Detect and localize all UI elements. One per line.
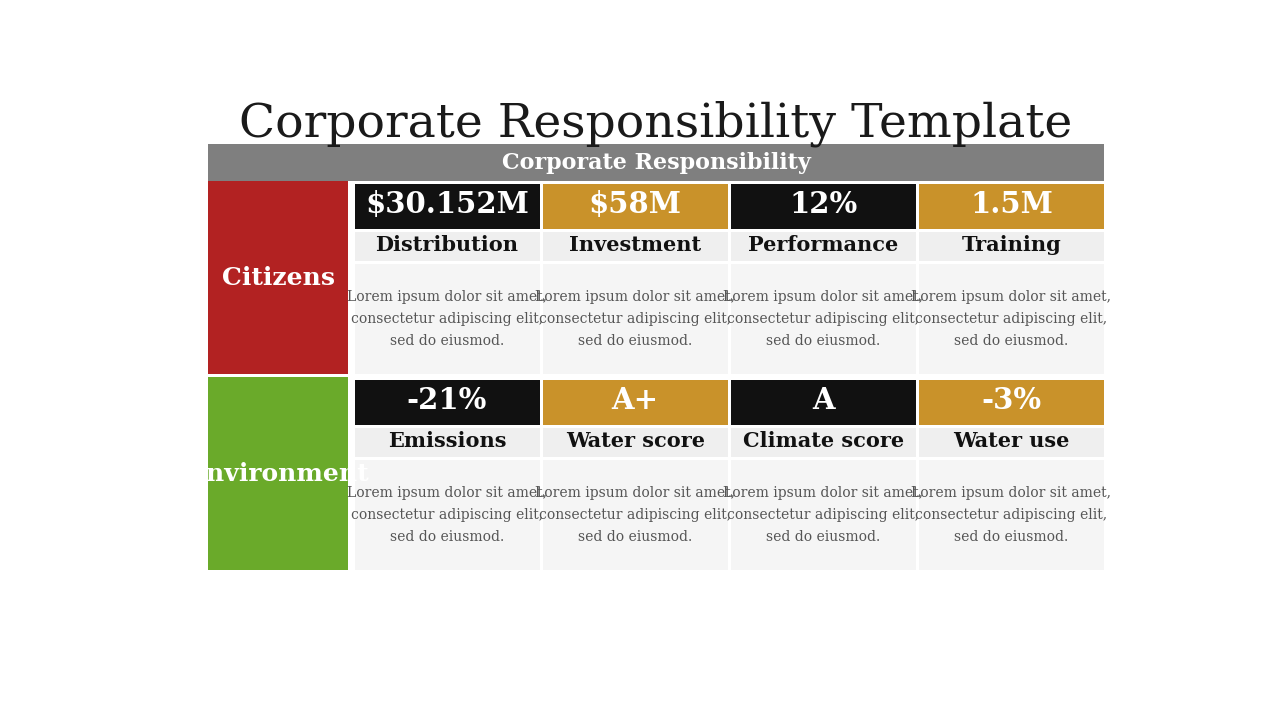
Bar <box>209 144 1103 181</box>
Text: Lorem ipsum dolor sit amet,
consectetur adipiscing elit,
sed do eiusmod.: Lorem ipsum dolor sit amet, consectetur … <box>911 487 1111 544</box>
Text: Lorem ipsum dolor sit amet,
consectetur adipiscing elit,
sed do eiusmod.: Lorem ipsum dolor sit amet, consectetur … <box>347 290 547 348</box>
Text: Climate score: Climate score <box>742 431 904 451</box>
Text: Investment: Investment <box>570 235 701 255</box>
Text: Distribution: Distribution <box>375 235 518 255</box>
Bar <box>355 428 540 457</box>
Bar <box>731 380 915 425</box>
Text: 1.5M: 1.5M <box>970 191 1053 220</box>
Bar <box>919 460 1103 570</box>
Text: Lorem ipsum dolor sit amet,
consectetur adipiscing elit,
sed do eiusmod.: Lorem ipsum dolor sit amet, consectetur … <box>347 487 547 544</box>
Bar <box>919 380 1103 425</box>
Text: Lorem ipsum dolor sit amet,
consectetur adipiscing elit,
sed do eiusmod.: Lorem ipsum dolor sit amet, consectetur … <box>723 487 923 544</box>
Bar <box>209 181 348 374</box>
Bar <box>355 460 540 570</box>
Text: Performance: Performance <box>749 235 899 255</box>
Bar <box>543 460 728 570</box>
Bar <box>919 264 1103 374</box>
Bar <box>919 428 1103 457</box>
Bar <box>355 232 540 261</box>
Text: Water score: Water score <box>566 431 705 451</box>
Text: $30.152M: $30.152M <box>365 191 529 220</box>
Text: Citizens: Citizens <box>221 266 334 289</box>
Text: Lorem ipsum dolor sit amet,
consectetur adipiscing elit,
sed do eiusmod.: Lorem ipsum dolor sit amet, consectetur … <box>535 487 735 544</box>
Text: Lorem ipsum dolor sit amet,
consectetur adipiscing elit,
sed do eiusmod.: Lorem ipsum dolor sit amet, consectetur … <box>723 290 923 348</box>
Text: Corporate Responsibility: Corporate Responsibility <box>502 152 810 174</box>
Text: A: A <box>812 387 835 415</box>
Bar <box>919 184 1103 229</box>
Bar <box>355 380 540 425</box>
Bar <box>543 380 728 425</box>
Text: Environment: Environment <box>187 462 369 485</box>
Bar <box>355 264 540 374</box>
Bar <box>543 428 728 457</box>
Bar <box>731 264 915 374</box>
Text: Lorem ipsum dolor sit amet,
consectetur adipiscing elit,
sed do eiusmod.: Lorem ipsum dolor sit amet, consectetur … <box>535 290 735 348</box>
Text: Emissions: Emissions <box>388 431 507 451</box>
Text: -21%: -21% <box>407 387 488 415</box>
Bar <box>543 264 728 374</box>
Text: A+: A+ <box>612 387 659 415</box>
Text: Training: Training <box>961 235 1061 255</box>
Text: Lorem ipsum dolor sit amet,
consectetur adipiscing elit,
sed do eiusmod.: Lorem ipsum dolor sit amet, consectetur … <box>911 290 1111 348</box>
Text: Water use: Water use <box>954 431 1070 451</box>
Bar <box>209 377 348 570</box>
Bar <box>209 144 1103 573</box>
Bar <box>543 232 728 261</box>
Bar <box>355 184 540 229</box>
Bar <box>543 184 728 229</box>
Text: -3%: -3% <box>982 387 1042 415</box>
Bar <box>731 460 915 570</box>
Text: 12%: 12% <box>790 191 858 220</box>
Bar <box>731 428 915 457</box>
Bar <box>731 232 915 261</box>
Text: Corporate Responsibility Template: Corporate Responsibility Template <box>239 100 1073 147</box>
Bar <box>919 232 1103 261</box>
Text: $58M: $58M <box>589 191 682 220</box>
Bar <box>731 184 915 229</box>
